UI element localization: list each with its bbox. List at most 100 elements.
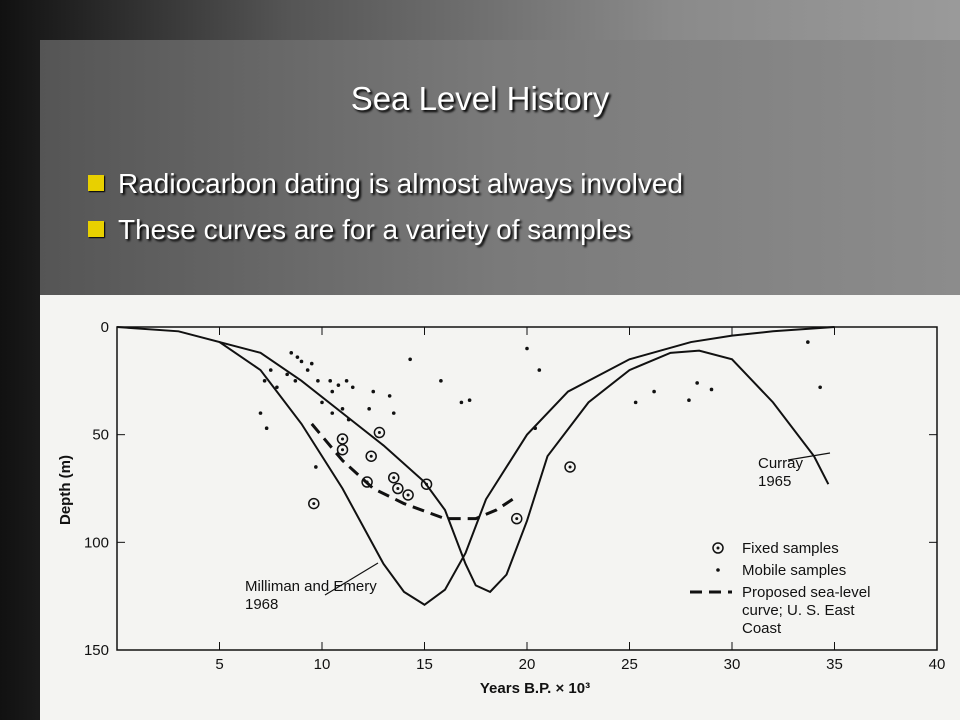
mobile-sample <box>709 387 714 392</box>
mobile-sample <box>320 400 324 405</box>
y-axis-label: Depth (m) <box>57 455 74 525</box>
mobile-sample <box>371 389 376 394</box>
curve <box>219 341 830 594</box>
mobile-sample <box>299 359 304 364</box>
marker-ring <box>420 478 433 490</box>
marker-ring <box>336 433 349 445</box>
mobile-sample <box>344 379 349 383</box>
fixed-sample <box>402 489 414 501</box>
mobile-sample <box>328 379 333 383</box>
annotation: Curray 1965 <box>758 455 804 490</box>
x-tick-label: 30 <box>724 656 741 673</box>
bullet-marker <box>88 175 104 191</box>
x-tick-label: 25 <box>621 656 638 673</box>
marker-ring <box>402 489 414 501</box>
marker-dot <box>341 448 344 452</box>
mobile-sample <box>262 379 267 383</box>
marker-dot <box>341 437 344 441</box>
mobile-sample <box>806 340 810 344</box>
legend-marker <box>712 542 724 554</box>
mobile-sample <box>285 372 289 377</box>
marker-ring <box>373 426 386 439</box>
marker-ring <box>361 476 373 488</box>
legend-label: Proposed sea-level curve; U. S. East Coast <box>742 584 870 637</box>
marker-ring <box>365 450 377 462</box>
marker-dot <box>396 487 400 490</box>
x-tick-label: 5 <box>215 656 223 673</box>
mobile-sample <box>330 411 335 415</box>
bullet-marker <box>88 221 104 237</box>
annotation-leader <box>787 452 831 461</box>
marker-ring <box>388 471 400 484</box>
fixed-sample <box>511 512 523 525</box>
mobile-sample <box>295 355 300 359</box>
bullet-text: Radiocarbon dating is almost always invo… <box>118 168 683 199</box>
slide-title: Sea Level History <box>350 80 610 117</box>
mobile-sample <box>537 368 542 372</box>
annotation: Milliman and Emery 1968 <box>245 578 377 613</box>
mobile-sample <box>652 389 656 394</box>
mobile-sample <box>275 385 279 390</box>
mobile-sample <box>316 379 320 383</box>
mobile-sample <box>264 426 269 431</box>
mobile-sample <box>268 368 273 372</box>
y-tick-label: 50 <box>92 427 109 444</box>
mobile-sample <box>289 351 294 355</box>
mobile-sample <box>818 385 822 390</box>
x-tick-label: 40 <box>929 656 946 673</box>
curve <box>116 326 835 606</box>
y-tick-label: 150 <box>84 642 109 659</box>
mobile-sample <box>346 417 351 422</box>
mobile-sample <box>459 400 464 405</box>
mobile-sample <box>350 385 355 390</box>
curve <box>310 422 514 521</box>
legend-marker <box>716 546 720 550</box>
marker-dot <box>312 502 316 506</box>
mobile-sample <box>387 394 392 398</box>
marker-dot <box>392 476 396 480</box>
fixed-sample <box>420 478 433 490</box>
mobile-sample <box>439 379 443 383</box>
x-tick-label: 20 <box>519 656 536 673</box>
marker-ring <box>511 512 523 525</box>
mobile-sample <box>467 398 472 403</box>
legend-label: Mobile samples <box>742 562 846 579</box>
bullet-text: These curves are for a variety of sample… <box>118 214 632 245</box>
mobile-sample <box>391 411 396 415</box>
mobile-sample <box>533 426 537 431</box>
mobile-sample <box>336 383 341 387</box>
x-tick-label: 15 <box>416 656 433 673</box>
mobile-sample <box>330 389 335 394</box>
marker-dot <box>406 493 410 497</box>
legend-marker <box>716 568 720 572</box>
mobile-sample <box>258 411 263 415</box>
marker-dot <box>425 482 429 486</box>
fixed-sample <box>564 461 576 473</box>
mobile-sample <box>367 407 371 411</box>
fixed-sample <box>373 426 386 439</box>
annotation-leader <box>324 562 379 596</box>
mobile-sample <box>525 346 529 351</box>
mobile-sample <box>408 357 412 362</box>
mobile-sample <box>687 398 691 403</box>
mobile-sample <box>695 381 699 385</box>
fixed-sample <box>308 497 320 510</box>
x-tick-label: 35 <box>826 656 843 673</box>
legend-label: Fixed samples <box>742 540 839 557</box>
mobile-sample <box>314 465 318 469</box>
marker-dot <box>369 454 373 458</box>
marker-ring <box>308 497 320 510</box>
x-axis-label: Years B.P. × 10³ <box>480 680 590 697</box>
marker-ring <box>336 443 349 456</box>
mobile-sample <box>305 368 310 372</box>
fixed-sample <box>336 433 349 445</box>
bullet: Radiocarbon dating is almost always invo… <box>88 168 683 200</box>
fixed-sample <box>336 443 349 456</box>
x-tick-label: 10 <box>314 656 331 673</box>
mobile-sample <box>633 400 638 405</box>
marker-dot <box>568 465 572 469</box>
fixed-sample <box>392 482 404 495</box>
mobile-sample <box>340 407 345 411</box>
y-tick-label: 100 <box>84 534 109 551</box>
